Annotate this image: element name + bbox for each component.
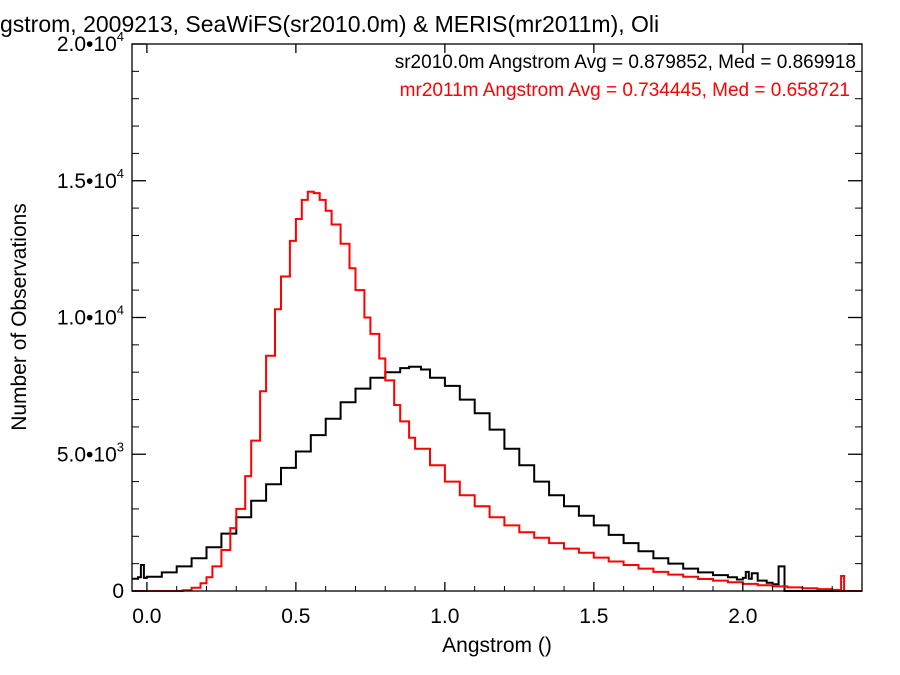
annotation-red-stats: mr2011m Angstrom Avg = 0.734445, Med = 0… [400, 80, 850, 101]
x-axis-label: Angstrom () [442, 634, 552, 657]
y-tick-label: 0 [112, 580, 124, 603]
y-tick-label: 5.0•103 [57, 439, 124, 466]
y-axis-label: Number of Observations [8, 203, 31, 431]
series-layer [132, 190, 862, 592]
y-tick-label: 1.5•104 [57, 166, 124, 193]
series-line-1 [132, 365, 862, 592]
x-axis: 0.0 0.5 1.0 1.5 2.0 [132, 44, 833, 628]
x-tick-label: 2.0 [728, 605, 757, 628]
x-tick-label: 0.5 [281, 605, 310, 628]
y-tick-label: 2.0•104 [57, 29, 124, 56]
series-line-2 [132, 190, 862, 592]
chart-title: gstrom, 2009213, SeaWiFS(sr2010.0m) & ME… [0, 11, 659, 37]
x-tick-label: 0.0 [132, 605, 161, 628]
y-axis: 0 5.0•103 1.0•104 1.5•104 2.0•104 [57, 29, 862, 603]
y-tick-label: 1.0•104 [57, 303, 124, 330]
x-tick-label: 1.5 [579, 605, 608, 628]
x-tick-label: 1.0 [430, 605, 459, 628]
annotation-black-stats: sr2010.0m Angstrom Avg = 0.879852, Med =… [395, 52, 856, 73]
